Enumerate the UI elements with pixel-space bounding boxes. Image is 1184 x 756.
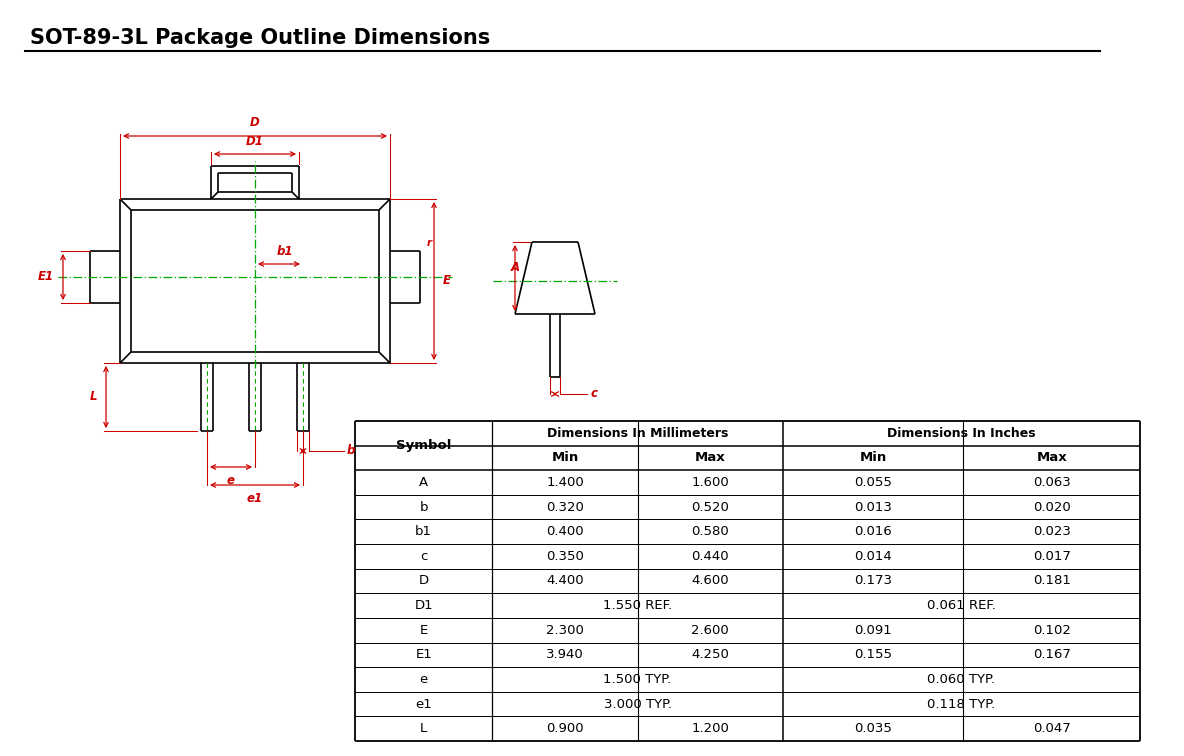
Text: 0.900: 0.900 — [546, 722, 584, 735]
Text: Min: Min — [552, 451, 579, 464]
Text: r: r — [427, 238, 432, 248]
Text: E: E — [419, 624, 427, 637]
Text: A: A — [419, 476, 429, 489]
Text: Symbol: Symbol — [395, 439, 451, 452]
Text: L: L — [420, 722, 427, 735]
Text: E1: E1 — [38, 271, 54, 284]
Text: 0.055: 0.055 — [854, 476, 892, 489]
Text: 1.600: 1.600 — [691, 476, 729, 489]
Text: 2.300: 2.300 — [546, 624, 584, 637]
Text: 0.047: 0.047 — [1032, 722, 1070, 735]
Text: 4.250: 4.250 — [691, 649, 729, 662]
Text: 1.500 TYP.: 1.500 TYP. — [604, 673, 671, 686]
Text: D1: D1 — [414, 599, 433, 612]
Text: 0.440: 0.440 — [691, 550, 729, 563]
Text: Max: Max — [695, 451, 726, 464]
Text: b: b — [347, 445, 355, 457]
Text: Min: Min — [860, 451, 887, 464]
Text: 0.155: 0.155 — [854, 649, 892, 662]
Text: 3.940: 3.940 — [546, 649, 584, 662]
Text: 0.520: 0.520 — [691, 500, 729, 513]
Text: 0.400: 0.400 — [546, 525, 584, 538]
Text: 4.400: 4.400 — [546, 575, 584, 587]
Text: D: D — [419, 575, 429, 587]
Text: b: b — [419, 500, 427, 513]
Text: 0.063: 0.063 — [1032, 476, 1070, 489]
Text: e1: e1 — [247, 492, 263, 505]
Text: 0.350: 0.350 — [546, 550, 584, 563]
Text: SOT-89-3L Package Outline Dimensions: SOT-89-3L Package Outline Dimensions — [30, 28, 490, 48]
Text: e1: e1 — [416, 698, 432, 711]
Text: 1.200: 1.200 — [691, 722, 729, 735]
Text: A: A — [510, 262, 520, 274]
Text: 0.017: 0.017 — [1032, 550, 1070, 563]
Text: E: E — [443, 274, 451, 287]
Text: b1: b1 — [416, 525, 432, 538]
Text: 0.181: 0.181 — [1032, 575, 1070, 587]
Text: 0.060 TYP.: 0.060 TYP. — [927, 673, 996, 686]
Text: L: L — [90, 391, 97, 404]
Text: Dimensions In Inches: Dimensions In Inches — [887, 427, 1036, 440]
Text: 0.320: 0.320 — [546, 500, 584, 513]
Text: e: e — [419, 673, 427, 686]
Text: 0.061 REF.: 0.061 REF. — [927, 599, 996, 612]
Text: c: c — [591, 388, 598, 401]
Text: Dimensions In Millimeters: Dimensions In Millimeters — [547, 427, 728, 440]
Text: 1.400: 1.400 — [546, 476, 584, 489]
Text: 0.016: 0.016 — [854, 525, 892, 538]
Text: 1.550 REF.: 1.550 REF. — [603, 599, 673, 612]
Text: b1: b1 — [277, 245, 294, 258]
Text: 0.023: 0.023 — [1032, 525, 1070, 538]
Text: 2.600: 2.600 — [691, 624, 729, 637]
Text: 0.102: 0.102 — [1032, 624, 1070, 637]
Text: 3.000 TYP.: 3.000 TYP. — [604, 698, 671, 711]
Text: 0.173: 0.173 — [854, 575, 892, 587]
Text: 0.091: 0.091 — [854, 624, 892, 637]
Text: 0.020: 0.020 — [1032, 500, 1070, 513]
Text: D1: D1 — [246, 135, 264, 148]
Text: 0.013: 0.013 — [854, 500, 892, 513]
Text: c: c — [420, 550, 427, 563]
Text: D: D — [250, 116, 259, 129]
Text: E1: E1 — [416, 649, 432, 662]
Text: e: e — [227, 474, 234, 487]
Text: 0.014: 0.014 — [854, 550, 892, 563]
Text: 0.167: 0.167 — [1032, 649, 1070, 662]
Text: Max: Max — [1036, 451, 1067, 464]
Text: 4.600: 4.600 — [691, 575, 729, 587]
Text: 0.035: 0.035 — [854, 722, 892, 735]
Text: 0.580: 0.580 — [691, 525, 729, 538]
Text: 0.118 TYP.: 0.118 TYP. — [927, 698, 996, 711]
